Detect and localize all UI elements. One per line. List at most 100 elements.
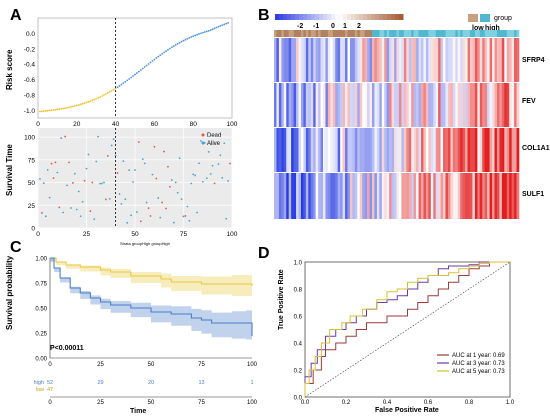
heatmap-cell [335, 38, 338, 82]
group-bar-cell [435, 30, 439, 37]
heatmap-cell [482, 38, 485, 82]
survival-point [52, 177, 55, 180]
heatmap-cell [440, 128, 444, 172]
km-ytick: 0.25 [35, 332, 47, 338]
survival-point [161, 201, 164, 204]
heatmap-cell [467, 173, 471, 219]
heatmap-cell [477, 38, 481, 82]
risk-score-point [225, 22, 228, 25]
colorbar-cell [355, 14, 360, 20]
survival-point [99, 182, 101, 185]
heatmap-cell [320, 173, 324, 219]
heatmap-cell [374, 83, 378, 127]
roc-curve [304, 261, 510, 397]
heatmap-cell [452, 128, 456, 172]
survival-point [103, 181, 105, 184]
risk-score-point [124, 80, 127, 83]
colorbar-cell [311, 14, 316, 20]
heatmap-cell [433, 128, 436, 172]
group-bar-cell [465, 30, 468, 37]
risk-score-point [188, 36, 191, 39]
heatmap-cell [477, 83, 481, 127]
heatmap-cell [389, 83, 392, 127]
risk-score-xtick: 0 [36, 121, 40, 128]
heatmap-cell [504, 173, 508, 219]
roc-ytick: 0.6 [294, 315, 303, 321]
km-ylabel: Survival probability [5, 255, 14, 330]
heatmap-cell [283, 173, 287, 219]
heatmap-cell [460, 128, 463, 172]
group-bar-cell [376, 30, 380, 37]
risk-score-point [73, 105, 76, 107]
survival-point [147, 207, 150, 210]
group-bar-cell [281, 30, 285, 37]
risk-score-point [217, 25, 220, 28]
heatmap-cell [516, 83, 520, 127]
heatmap-cell [450, 128, 454, 172]
heatmap-cell [320, 128, 324, 172]
heatmap-cell [494, 38, 498, 82]
heatmap-cell [496, 128, 500, 172]
heatmap-cell [369, 128, 373, 172]
risk-score-point [87, 100, 90, 103]
heatmap-cell [401, 38, 405, 82]
risk-score-point [180, 40, 183, 43]
heatmap-cell [433, 83, 436, 127]
group-bar-cell [452, 30, 456, 37]
colorbar-cell [323, 14, 328, 20]
survival-point [194, 174, 197, 177]
heatmap-cell [386, 83, 390, 127]
risk-score-point [153, 58, 156, 61]
heatmap-cell [381, 128, 385, 172]
heatmap-cell [389, 173, 392, 219]
heatmap-cell [470, 38, 473, 82]
survival-point [39, 177, 41, 180]
colorbar-cell [391, 14, 396, 20]
heatmap-cell [384, 128, 387, 172]
heatmap-cell [487, 128, 490, 172]
heatmap-cell [310, 173, 314, 219]
heatmap-cell [325, 38, 329, 82]
km-xtick: 75 [198, 362, 205, 368]
risk-table-value: 1 [250, 380, 253, 386]
group-bar-cell [381, 30, 385, 37]
heatmap-cell [455, 38, 459, 82]
survival-point [151, 173, 154, 176]
heatmap-cell [421, 38, 424, 82]
heatmap-cell [313, 83, 316, 127]
survival-point [134, 169, 136, 171]
heatmap-cell [313, 128, 316, 172]
risk-score-point [202, 31, 204, 34]
heatmap-cell [384, 38, 387, 82]
heatmap-cell [386, 38, 390, 82]
heatmap-cell [514, 128, 517, 172]
heatmap-cell [364, 128, 368, 172]
colorbar-tick: 0 [331, 23, 335, 30]
survival-xtick: 0 [36, 231, 40, 238]
survival-point [77, 190, 80, 193]
heatmap-cell [445, 83, 449, 127]
colorbar-tick: 2 [357, 23, 361, 30]
risk-score-point [50, 109, 53, 112]
heatmap-cell [416, 128, 419, 172]
heatmap-cell [470, 173, 473, 219]
heatmap-cell [391, 173, 395, 219]
colorbar-tick: -2 [297, 23, 303, 30]
heatmap-cell [487, 38, 490, 82]
km-ytick: 1.00 [35, 257, 47, 263]
risk-score-point [157, 55, 160, 58]
heatmap-cell [425, 38, 429, 82]
survival-point [118, 193, 121, 195]
heatmap-cell [335, 173, 338, 219]
heatmap-cell [435, 128, 439, 172]
group-bar-cell [482, 30, 485, 37]
heatmap-cell [416, 173, 419, 219]
heatmap-cell [367, 83, 370, 127]
heatmap-cell [291, 38, 294, 82]
heatmap-cell [286, 83, 289, 127]
heatmap-cell [283, 38, 287, 82]
group-bar-cell [450, 30, 454, 37]
heatmap-cell [332, 128, 336, 172]
heatmap-cell [447, 173, 451, 219]
risk-table-row-label: low [36, 387, 44, 393]
